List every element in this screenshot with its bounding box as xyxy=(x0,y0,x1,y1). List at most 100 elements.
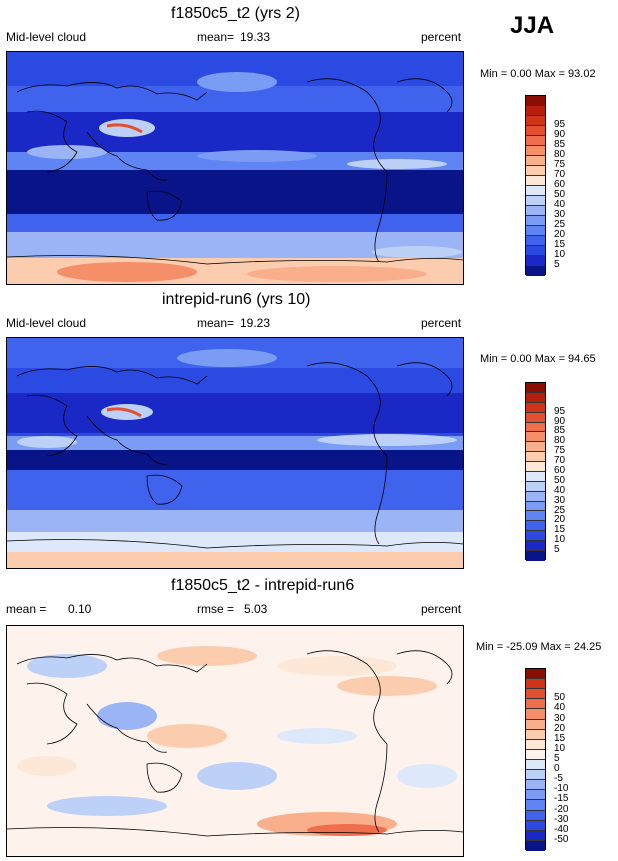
colorbar-swatch xyxy=(526,462,545,472)
colorbar-swatch xyxy=(526,709,545,720)
panel-3-rmse-value: 5.03 xyxy=(244,602,268,616)
colorbar-swatch xyxy=(526,256,545,266)
colorbar-swatch xyxy=(526,452,545,462)
colorbar-label: 40 xyxy=(554,199,566,210)
colorbar-label: 80 xyxy=(554,435,566,447)
colorbar-swatch xyxy=(526,422,545,433)
colorbar-swatch xyxy=(526,521,545,532)
colorbar-swatch xyxy=(526,136,545,146)
coastlines xyxy=(7,78,463,265)
panel-1-map xyxy=(6,51,464,285)
colorbar-swatch xyxy=(526,810,545,821)
colorbar-label: 30 xyxy=(554,494,566,506)
colorbar-label: 5 xyxy=(554,544,560,556)
colorbar-swatch xyxy=(526,481,545,492)
colorbar-label: 5 xyxy=(554,753,560,764)
colorbar-swatch xyxy=(526,719,545,730)
colorbar-swatch xyxy=(526,669,545,680)
colorbar-swatch xyxy=(526,491,545,502)
colorbar-swatch xyxy=(526,739,545,750)
colorbar-swatch xyxy=(526,442,545,453)
colorbar-label: 70 xyxy=(554,169,566,180)
colorbar-label: 15 xyxy=(554,524,566,536)
colorbar-label: -15 xyxy=(554,793,569,805)
panel-2-colorbar xyxy=(525,382,546,561)
colorbar-swatch xyxy=(526,96,545,106)
coastlines xyxy=(7,650,463,837)
colorbar-swatch xyxy=(526,800,545,811)
colorbar-swatch xyxy=(526,830,545,841)
colorbar-label: 90 xyxy=(554,415,566,427)
colorbar-label: 85 xyxy=(554,139,566,150)
colorbar-label: 85 xyxy=(554,425,566,437)
colorbar-swatch xyxy=(526,770,545,781)
colorbar-label: 70 xyxy=(554,455,566,467)
panel-3-rmse-label: rmse = xyxy=(197,602,235,616)
colorbar-swatch xyxy=(526,531,545,541)
colorbar-swatch xyxy=(526,749,545,760)
colorbar-swatch xyxy=(526,166,545,176)
colorbar-label: 50 xyxy=(554,474,566,486)
colorbar-label: 50 xyxy=(554,692,566,704)
panel-1-units: percent xyxy=(421,30,462,44)
colorbar-label: 60 xyxy=(554,179,566,190)
colorbar-label: 95 xyxy=(554,405,566,417)
colorbar-label: 90 xyxy=(554,129,566,140)
colorbar-label: 15 xyxy=(554,239,566,250)
colorbar-label: 15 xyxy=(554,732,566,744)
colorbar-swatch xyxy=(526,820,545,831)
colorbar-swatch xyxy=(526,412,545,423)
season-label: JJA xyxy=(510,12,555,39)
panel-3-mean-label: mean = xyxy=(6,602,47,616)
panel-3-title: f1850c5_t2 - intrepid-run6 xyxy=(171,577,355,594)
colorbar-swatch xyxy=(526,226,545,236)
panel-2-mean-value: 19.23 xyxy=(240,316,271,330)
panel-3-range: Min = -25.09 Max = 24.25 xyxy=(476,641,602,653)
panel-3-units: percent xyxy=(421,602,462,616)
panel-2-range: Min = 0.00 Max = 94.65 xyxy=(480,353,596,365)
colorbar-swatch xyxy=(526,146,545,156)
coastlines xyxy=(7,362,463,549)
colorbar-label: 40 xyxy=(554,702,566,714)
colorbar-swatch xyxy=(526,106,545,116)
colorbar-swatch xyxy=(526,206,545,216)
colorbar-label: -40 xyxy=(554,823,569,835)
colorbar-label: 30 xyxy=(554,209,566,220)
panel-1-colorbar xyxy=(525,95,546,276)
colorbar-swatch xyxy=(526,759,545,771)
colorbar-swatch xyxy=(526,432,545,443)
colorbar-swatch xyxy=(526,511,545,522)
colorbar-swatch xyxy=(526,501,545,512)
colorbar-label: 0 xyxy=(554,763,560,775)
colorbar-label: -50 xyxy=(554,833,569,845)
colorbar-label: 80 xyxy=(554,149,566,160)
panel-2-units: percent xyxy=(421,316,462,330)
colorbar-swatch xyxy=(526,840,545,851)
colorbar-swatch xyxy=(526,689,545,700)
panel-2-map xyxy=(6,337,464,569)
colorbar-label: 10 xyxy=(554,249,566,260)
colorbar-label: 20 xyxy=(554,514,566,526)
colorbar-swatch xyxy=(526,176,545,186)
colorbar-swatch xyxy=(526,780,545,791)
colorbar-label: 75 xyxy=(554,445,566,457)
panel-2-mean-label: mean= xyxy=(197,316,235,330)
colorbar-swatch xyxy=(526,116,545,126)
colorbar-swatch xyxy=(526,383,545,393)
colorbar-swatch xyxy=(526,679,545,690)
colorbar-label: 10 xyxy=(554,534,566,546)
colorbar-swatch xyxy=(526,550,545,561)
panel-3-map xyxy=(6,625,464,857)
colorbar-swatch xyxy=(526,186,545,196)
colorbar-swatch xyxy=(526,392,545,403)
colorbar-label: -30 xyxy=(554,813,569,825)
colorbar-swatch xyxy=(526,471,545,482)
panel-1-title: f1850c5_t2 (yrs 2) xyxy=(171,5,300,22)
colorbar-label: -5 xyxy=(554,773,563,785)
colorbar-label: 20 xyxy=(554,229,566,240)
colorbar-swatch xyxy=(526,246,545,256)
panel-3-colorbar xyxy=(525,668,546,851)
colorbar-label: 10 xyxy=(554,742,566,754)
colorbar-swatch xyxy=(526,196,545,206)
colorbar-label: -10 xyxy=(554,783,569,795)
